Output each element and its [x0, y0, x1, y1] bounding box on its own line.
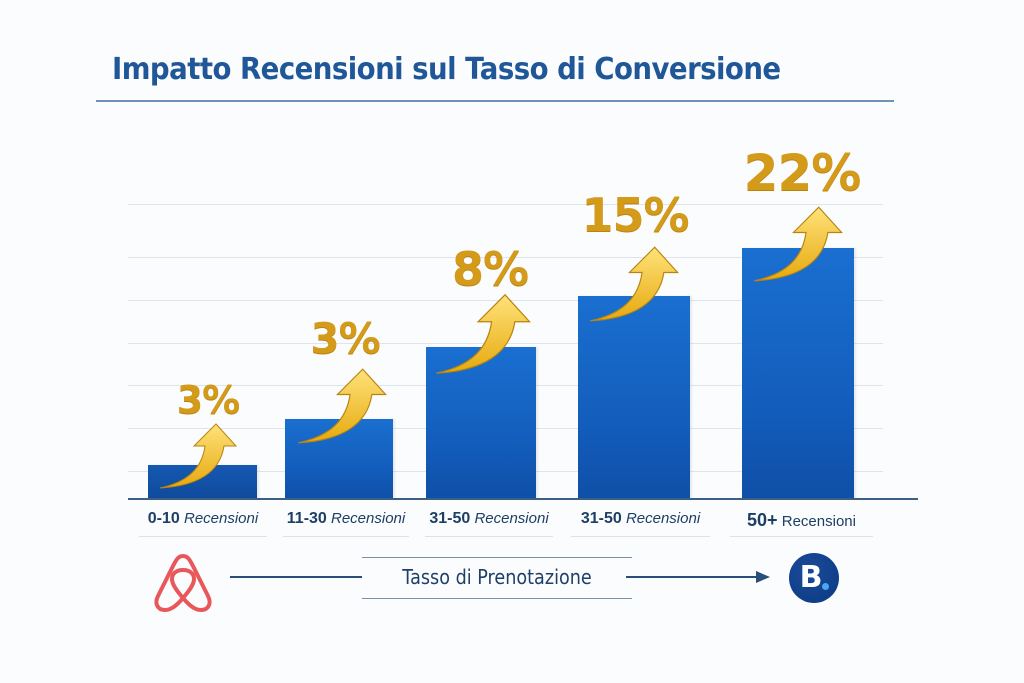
- trend-arrow-icon: [298, 368, 387, 444]
- footer-label: Tasso di Prenotazione: [402, 565, 592, 589]
- arrow-right-icon: [756, 571, 770, 583]
- flow-line-right: [626, 576, 758, 578]
- gridline: [128, 204, 883, 205]
- x-axis-baseline: [128, 498, 918, 500]
- flow-line-left: [230, 576, 362, 578]
- bar-50-plus: [742, 248, 854, 499]
- value-label: 15%: [581, 188, 689, 242]
- category-label: 0-10 Recensioni: [139, 510, 267, 537]
- airbnb-logo-icon: [154, 554, 212, 612]
- footer-rule-bottom: [362, 598, 632, 599]
- category-label: 31-50 Recensioni: [425, 510, 553, 537]
- value-label: 3%: [310, 314, 380, 363]
- trend-arrow-icon: [436, 293, 531, 374]
- trend-arrow-icon: [754, 206, 843, 282]
- chart-title: Impatto Recensioni sul Tasso di Conversi…: [112, 52, 781, 87]
- booking-logo-icon: B: [789, 553, 839, 603]
- title-underline: [96, 100, 894, 102]
- value-label: 22%: [743, 144, 862, 202]
- value-label: 3%: [176, 378, 241, 422]
- category-label: 31-50 Recensioni: [571, 510, 710, 537]
- booking-dot: [822, 583, 829, 590]
- gridline: [128, 257, 883, 258]
- trend-arrow-icon: [590, 246, 679, 322]
- category-label: 50+ Recensioni: [730, 510, 873, 537]
- footer-rule-top: [362, 557, 632, 558]
- value-label: 8%: [451, 242, 529, 296]
- bar-31-50-b: [578, 296, 690, 499]
- category-label: 11-30 Recensioni: [283, 510, 409, 537]
- trend-arrow-icon: [159, 423, 238, 489]
